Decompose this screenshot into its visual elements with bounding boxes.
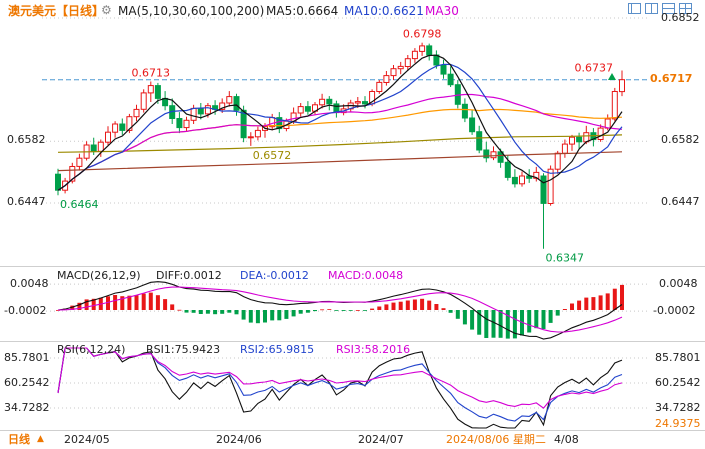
macd-title[interactable]: MACD(26,12,9) bbox=[57, 269, 141, 282]
rsi-axis-mid-left: 60.2542 bbox=[4, 376, 50, 389]
symbol-title: 澳元美元【日线】 bbox=[8, 4, 105, 18]
panel-separators bbox=[0, 266, 705, 431]
macd-diff-value: DIFF:0.0012 bbox=[156, 269, 222, 282]
period-arrow-icon[interactable]: ▲ bbox=[37, 434, 44, 444]
rsi-axis-top-left: 85.7801 bbox=[4, 351, 50, 364]
price-tick-left-mid: 0.6582 bbox=[7, 133, 46, 146]
x-tick-jun: 2024/06 bbox=[216, 433, 262, 446]
layout-grid-icon[interactable] bbox=[679, 3, 692, 14]
current-price-label: 0.6717 bbox=[650, 72, 693, 85]
price-annotation: 0.6713 bbox=[132, 67, 171, 80]
rsi-axis-bottom-left: 34.7282 bbox=[4, 401, 50, 414]
macd-axis-bottom-left: -0.0002 bbox=[4, 304, 47, 317]
gear-icon[interactable]: ⚙ bbox=[101, 3, 112, 17]
rsi3-value: RSI3:58.2016 bbox=[336, 343, 411, 356]
price-annotation: 0.6464 bbox=[60, 198, 99, 211]
price-tick-mid: 0.6582 bbox=[661, 133, 700, 146]
layout-split-vertical-icon[interactable] bbox=[645, 3, 658, 14]
price-annotation: 0.6737 bbox=[575, 62, 614, 75]
ma5-value: MA5:0.6664 bbox=[266, 4, 339, 18]
price-annotation: 0.6347 bbox=[546, 252, 585, 265]
x-tick-jul: 2024/07 bbox=[358, 433, 404, 446]
period-selector[interactable]: 日线 bbox=[8, 433, 30, 446]
macd-axis-bottom-right: -0.0002 bbox=[653, 304, 696, 317]
rsi-min-label: 24.9375 bbox=[655, 417, 701, 430]
macd-axis-top-right: 0.0048 bbox=[659, 277, 698, 290]
ma-settings-label[interactable]: MA(5,10,30,60,100,200) bbox=[118, 4, 265, 18]
rsi-title[interactable]: RSI(6,12,24) bbox=[57, 343, 126, 356]
rsi2-value: RSI2:65.9815 bbox=[240, 343, 315, 356]
rsi-axis-mid-right: 60.2542 bbox=[655, 376, 701, 389]
layout-split-horizontal-icon[interactable] bbox=[662, 3, 675, 14]
macd-layer bbox=[42, 281, 648, 340]
price-tick-left-bottom: 0.6447 bbox=[7, 195, 46, 208]
macd-axis-top-left: 0.0048 bbox=[10, 277, 49, 290]
x-tick-aug-partial: 4/08 bbox=[554, 433, 579, 446]
rsi-axis-top-right: 85.7801 bbox=[655, 351, 701, 364]
x-tick-may: 2024/05 bbox=[64, 433, 110, 446]
price-tick-bottom: 0.6447 bbox=[661, 195, 700, 208]
ma10-value: MA10:0.6621 bbox=[344, 4, 424, 18]
price-annotation: 0.6798 bbox=[403, 28, 442, 41]
crosshair-date-label: 2024/08/06 星期二 bbox=[446, 433, 546, 446]
ma30-value: MA30 bbox=[425, 4, 459, 18]
latest-price-marker bbox=[608, 73, 616, 80]
rsi1-value: RSI1:75.9423 bbox=[146, 343, 221, 356]
ma-lines-layer bbox=[57, 54, 623, 191]
price-tick-top: 0.6852 bbox=[661, 11, 700, 24]
annotations-layer: 0.6713 0.6798 0.6737 0.6464 0.6572 0.6347 bbox=[60, 28, 616, 265]
rsi-layer bbox=[42, 347, 648, 429]
layout-toolbar bbox=[628, 3, 692, 14]
price-annotation: 0.6572 bbox=[253, 149, 291, 162]
macd-value: MACD:0.0048 bbox=[328, 269, 404, 282]
layout-single-icon[interactable] bbox=[628, 3, 641, 14]
rsi-axis-bottom-right: 34.7282 bbox=[655, 401, 701, 414]
macd-dea-value: DEA:-0.0012 bbox=[240, 269, 309, 282]
